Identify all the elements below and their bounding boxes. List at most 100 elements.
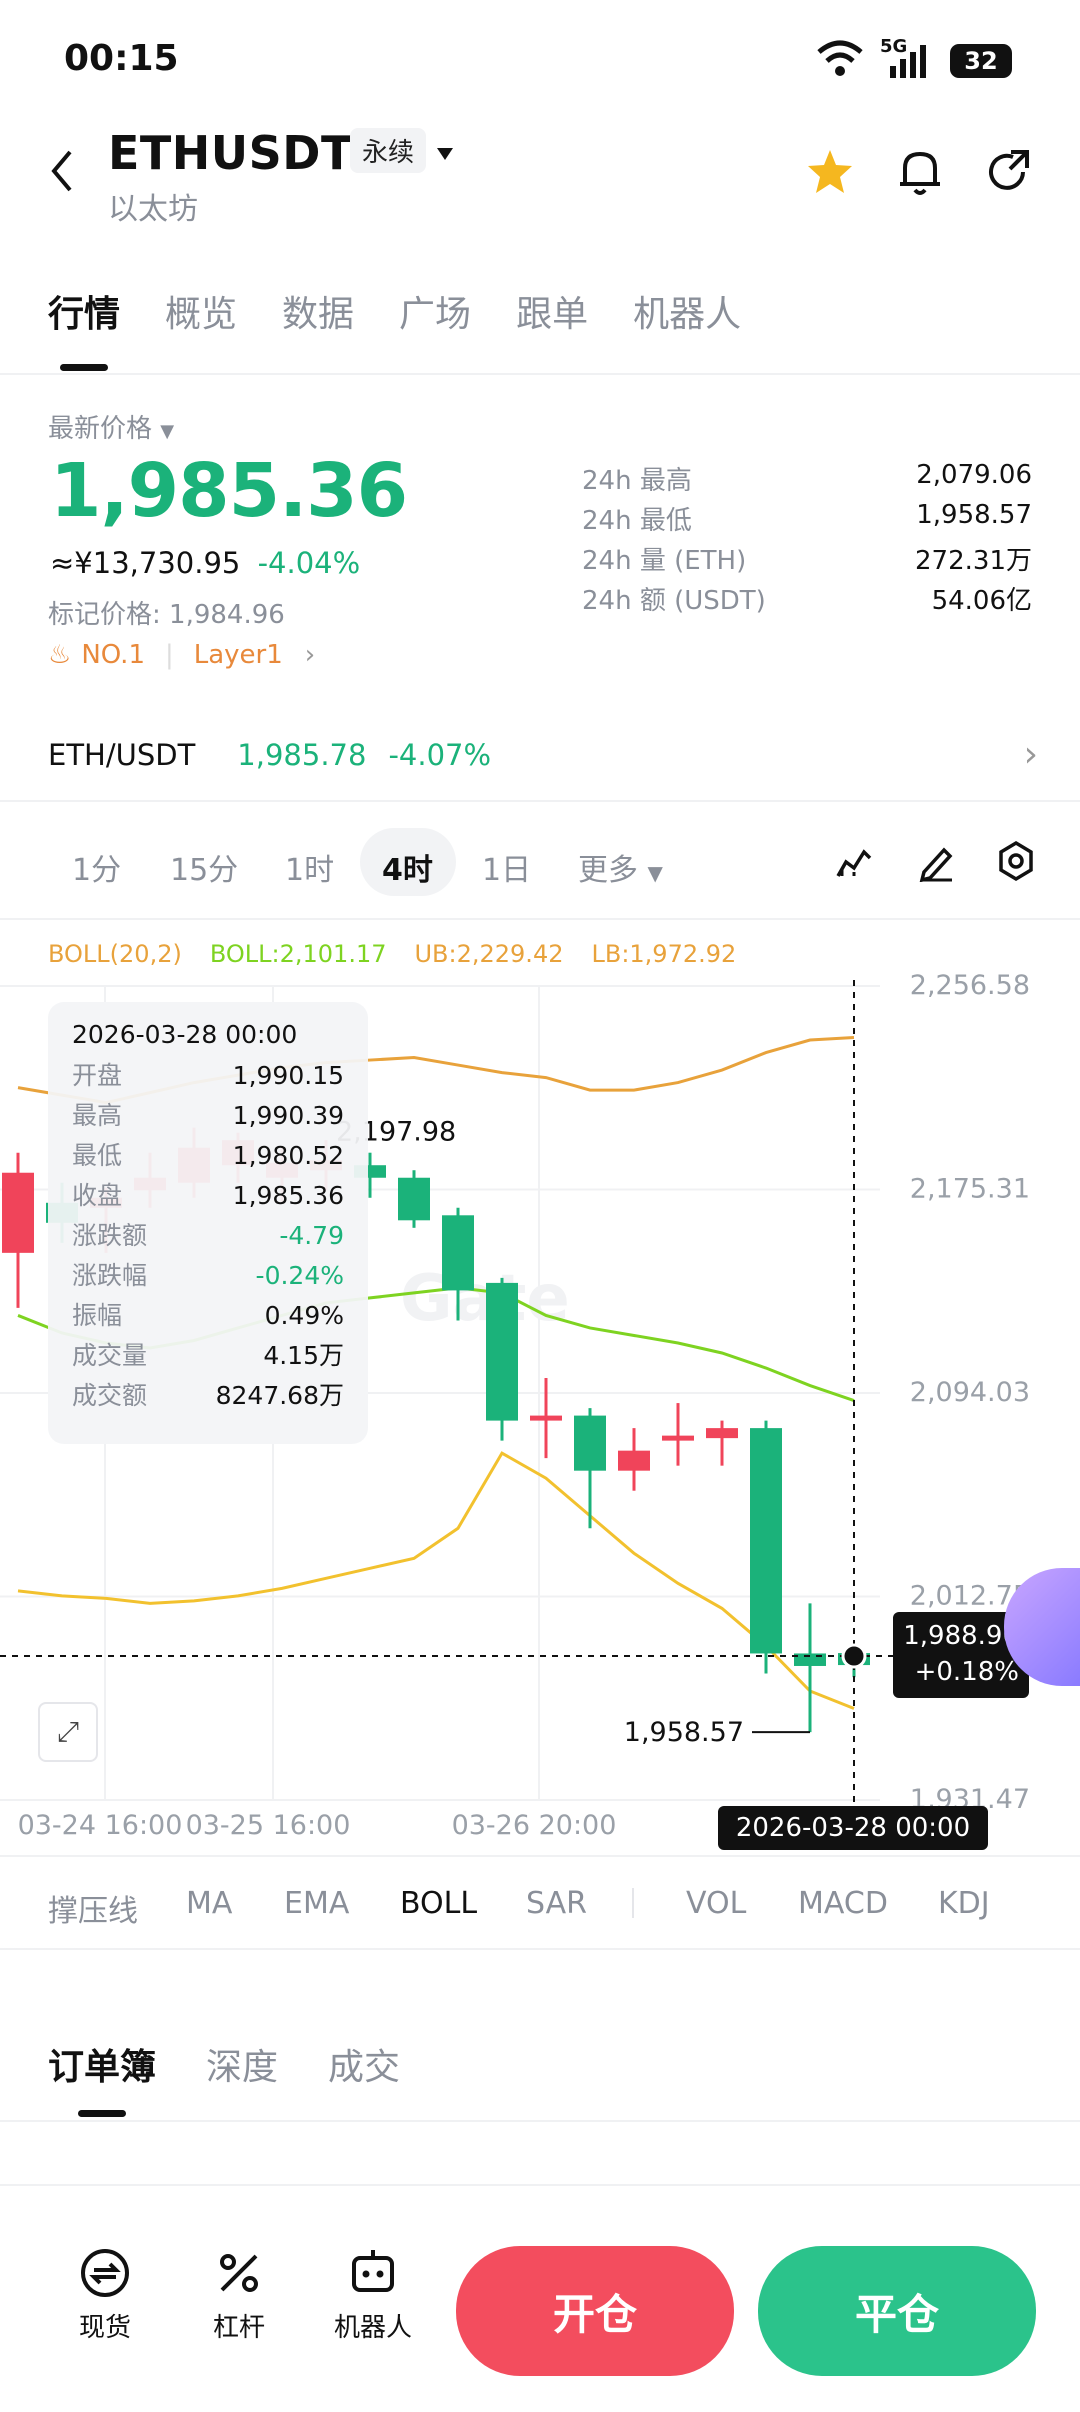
tab-depth[interactable]: 深度 — [206, 2047, 279, 2088]
asset-name: 以太坊 — [108, 192, 198, 227]
chevron-right-icon: › — [1023, 734, 1038, 775]
tooltip-row: 最高 1,990.39 — [72, 1101, 344, 1130]
interval-1h[interactable]: 1时 — [285, 853, 335, 888]
contract-type-badge[interactable]: 永续 — [350, 128, 427, 173]
indicator-sar[interactable]: SAR — [526, 1886, 587, 1921]
stat-volume: 24h 量 (ETH) 272.31万 — [582, 546, 1032, 576]
boll-legend: BOLL(20,2) BOLL:2,101.17 UB:2,229.42 LB:… — [48, 940, 736, 968]
bottom-nav-leverage[interactable]: 杠杆 — [194, 2246, 284, 2344]
crosshair-dot — [841, 1643, 867, 1669]
indicator-boll[interactable]: BOLL — [400, 1886, 478, 1921]
indicator-kdj[interactable]: KDJ — [938, 1886, 990, 1921]
y-tick-label: 2,175.31 — [910, 1173, 1030, 1204]
candle-body — [706, 1428, 738, 1439]
indicator-divider — [632, 1888, 634, 1918]
crosshair-price-label: 1,988.96 +0.18% — [893, 1612, 1029, 1698]
ohlc-tooltip: 2026-03-28 00:00 开盘 1,990.15 最高 1,990.39 最… — [48, 1002, 368, 1444]
tab-market[interactable]: 行情 — [48, 294, 121, 335]
spot-price: 1,985.78 — [237, 737, 367, 772]
robot-icon — [352, 2250, 394, 2292]
tab-data[interactable]: 数据 — [282, 294, 355, 335]
candle-body — [442, 1215, 474, 1291]
spot-exchange-icon — [81, 2249, 129, 2297]
indicator-ma[interactable]: MA — [186, 1886, 233, 1921]
candle-body — [2, 1172, 34, 1253]
interval-more[interactable]: 更多 ▼ — [578, 853, 663, 888]
price-change: -4.04% — [257, 546, 361, 580]
divider — [0, 2184, 1080, 2186]
tab-copy-trading[interactable]: 跟单 — [516, 294, 589, 335]
boll-mid-value: BOLL:2,101.17 — [209, 940, 387, 968]
spot-pair: ETH/USDT — [48, 737, 196, 772]
interval-15m[interactable]: 15分 — [170, 853, 239, 888]
close-position-button[interactable]: 平仓 — [758, 2246, 1036, 2376]
tab-overview[interactable]: 概览 — [165, 294, 238, 335]
boll-params: BOLL(20,2) — [48, 940, 182, 968]
bottom-nav-bot[interactable]: 机器人 — [328, 2246, 418, 2344]
indicator-vol[interactable]: VOL — [686, 1886, 747, 1921]
wifi-icon — [817, 40, 863, 76]
settings-gear-icon[interactable] — [996, 840, 1036, 884]
back-icon[interactable] — [46, 146, 78, 196]
symbol-title[interactable]: ETHUSDT — [108, 126, 353, 180]
bell-icon[interactable] — [895, 146, 945, 198]
bottom-nav-label: 机器人 — [333, 2313, 412, 2343]
tooltip-row: 成交量 4.15万 — [72, 1341, 344, 1370]
tooltip-row: 最低 1,980.52 — [72, 1141, 344, 1170]
boll-lower-line — [17, 1451, 855, 1710]
divider — [0, 373, 1080, 375]
tooltip-row: 振幅 0.49% — [72, 1301, 344, 1330]
stat-low: 24h 最低 1,958.57 — [582, 500, 1032, 536]
indicator-ema[interactable]: EMA — [284, 1886, 350, 1921]
y-tick-label: 2,094.03 — [910, 1377, 1030, 1408]
tooltip-row: 涨跌额 -4.79 — [72, 1221, 344, 1250]
interval-1m[interactable]: 1分 — [72, 853, 122, 888]
tab-bots[interactable]: 机器人 — [633, 294, 742, 335]
interval-4h[interactable]: 4时 — [382, 853, 433, 888]
active-interval-bg — [360, 828, 456, 896]
indicator-settings-icon[interactable] — [834, 842, 874, 882]
battery-icon: 32 — [950, 44, 1012, 78]
tags-row[interactable]: ♨ NO.1 | Layer1 › — [48, 640, 315, 670]
stats-24h: 24h 最高 2,079.06 24h 最低 1,958.57 24h 量 (ETH… — [582, 460, 1032, 620]
crosshair-price: 1,988.96 — [903, 1621, 1019, 1651]
candle-body — [398, 1177, 430, 1221]
network-type: 5G — [880, 36, 908, 57]
favorite-star-icon[interactable] — [805, 148, 855, 196]
tab-trades[interactable]: 成交 — [328, 2047, 401, 2088]
draw-pen-icon[interactable] — [916, 842, 956, 882]
low-price-label: 1,958.57 — [624, 1717, 744, 1748]
sector-tag: Layer1 — [193, 640, 283, 670]
last-price: 1,985.36 — [50, 448, 408, 534]
indicator-support[interactable]: 撑压线 — [48, 1894, 138, 1929]
bottom-nav-label: 杠杆 — [212, 2313, 265, 2343]
cny-value: ≈¥13,730.95 — [50, 546, 241, 580]
open-position-button[interactable]: 开仓 — [456, 2246, 734, 2376]
share-icon[interactable] — [985, 148, 1035, 196]
fullscreen-expand-icon[interactable]: ⤢ — [38, 1702, 98, 1762]
x-tick-label: 03-24 16:00 — [18, 1810, 183, 1841]
tab-square[interactable]: 广场 — [399, 294, 472, 335]
interval-1d[interactable]: 1日 — [482, 853, 532, 888]
indicator-macd[interactable]: MACD — [798, 1886, 888, 1921]
latest-price-label[interactable]: 最新价格 ▼ — [48, 414, 175, 444]
status-time: 00:15 — [64, 38, 179, 79]
candle-body — [530, 1415, 562, 1421]
tooltip-row: 涨跌幅 -0.24% — [72, 1261, 344, 1290]
mark-price: 标记价格: 1,984.96 — [48, 600, 285, 630]
spot-link-row[interactable]: ETH/USDT 1,985.78 -4.07% › — [48, 734, 1038, 775]
watermark-logo: Gate — [400, 1262, 570, 1336]
candle-body — [486, 1282, 518, 1421]
tab-orderbook[interactable]: 订单簿 — [48, 2047, 157, 2088]
crosshair-change: +0.18% — [914, 1657, 1019, 1687]
price-cny: ≈¥13,730.95 -4.04% — [50, 546, 360, 580]
candle-body — [662, 1435, 694, 1441]
divider — [0, 1855, 1080, 1857]
bottom-nav-spot[interactable]: 现货 — [60, 2246, 150, 2344]
y-tick-label: 2,256.58 — [910, 970, 1030, 1001]
dropdown-caret-icon[interactable] — [435, 146, 455, 162]
candle-body — [750, 1428, 782, 1654]
active-tab-indicator — [78, 2110, 126, 2117]
boll-ub-value: UB:2,229.42 — [414, 940, 564, 968]
boll-lb-value: LB:1,972.92 — [591, 940, 737, 968]
